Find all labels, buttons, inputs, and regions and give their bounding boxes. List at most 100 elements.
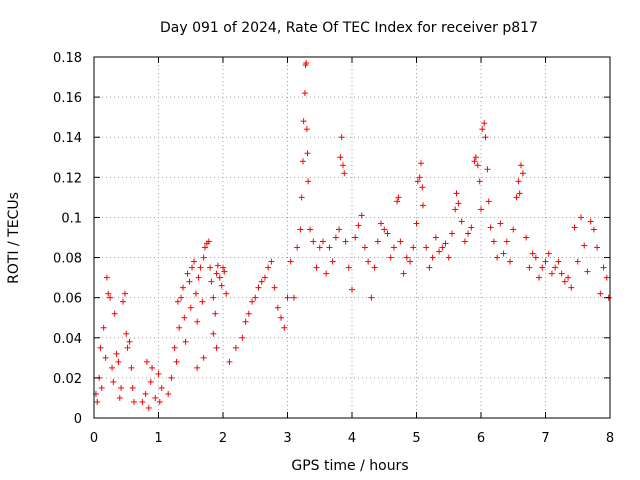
data-point [303, 126, 310, 133]
data-point [342, 238, 349, 245]
x-tick-label: 6 [477, 431, 485, 446]
data-point [394, 198, 401, 205]
data-point [274, 304, 281, 311]
data-point [378, 220, 385, 227]
data-point [258, 278, 265, 285]
data-point [212, 310, 219, 317]
data-point [242, 318, 249, 325]
data-point [180, 284, 187, 291]
y-tick-label: 0.06 [53, 292, 82, 307]
data-point [515, 178, 522, 185]
data-point [103, 274, 110, 281]
data-point [482, 134, 489, 141]
data-point [218, 282, 225, 289]
data-point [597, 290, 604, 297]
data-point [336, 226, 343, 233]
grid-layer [94, 57, 610, 418]
data-point [384, 230, 391, 237]
data-point [390, 244, 397, 251]
data-point [381, 226, 388, 233]
data-point [503, 238, 510, 245]
data-point [548, 270, 555, 277]
data-point [305, 178, 312, 185]
data-point [510, 226, 517, 233]
data-point [171, 344, 178, 351]
data-point [476, 178, 483, 185]
data-point [210, 330, 217, 337]
data-point [403, 254, 410, 261]
data-point [453, 190, 460, 197]
data-point [536, 274, 543, 281]
data-point [113, 350, 120, 357]
data-point [105, 290, 112, 297]
y-tick-label: 0.18 [53, 51, 82, 66]
data-point [436, 248, 443, 255]
data-point [94, 398, 101, 405]
data-point [176, 324, 183, 331]
data-point [298, 194, 305, 201]
data-point [294, 244, 301, 251]
data-point [474, 162, 481, 169]
data-point [490, 238, 497, 245]
data-point [173, 358, 180, 365]
data-point [181, 314, 188, 321]
data-point [281, 324, 288, 331]
data-point [594, 244, 601, 251]
data-point [168, 374, 175, 381]
data-point [458, 218, 465, 225]
data-point [513, 194, 520, 201]
data-point [338, 134, 345, 141]
data-point [426, 264, 433, 271]
data-point [465, 230, 472, 237]
data-point [339, 162, 346, 169]
data-point [442, 240, 449, 247]
data-point [374, 238, 381, 245]
data-point [189, 264, 196, 271]
data-point [120, 298, 127, 305]
data-point [332, 234, 339, 241]
data-point [487, 224, 494, 231]
data-point [300, 118, 307, 125]
y-tick-label: 0.1 [61, 211, 82, 226]
data-point [395, 194, 402, 201]
data-point [423, 244, 430, 251]
data-point [226, 358, 233, 365]
data-point [199, 298, 206, 305]
data-point [307, 226, 314, 233]
data-point [429, 254, 436, 261]
data-point [341, 170, 348, 177]
data-point [239, 334, 246, 341]
data-point [194, 318, 201, 325]
data-point [304, 150, 311, 157]
data-point [349, 286, 355, 293]
data-point [223, 290, 230, 297]
data-point [352, 234, 359, 241]
data-point [284, 294, 291, 301]
data-point [539, 264, 546, 271]
data-point [410, 244, 417, 251]
x-tick-label: 4 [348, 431, 356, 446]
data-point [603, 274, 610, 281]
data-point [516, 190, 523, 197]
data-point [416, 174, 423, 181]
data-point [268, 258, 275, 265]
data-point [200, 254, 207, 261]
data-point [313, 264, 320, 271]
data-point [190, 258, 197, 265]
x-tick-label: 0 [90, 431, 98, 446]
data-point [532, 254, 539, 261]
data-point [316, 244, 323, 251]
data-point [278, 314, 285, 321]
data-point [507, 258, 514, 265]
data-point [452, 206, 459, 213]
data-point [143, 358, 150, 365]
data-point [201, 244, 208, 251]
data-point [494, 254, 501, 261]
y-tick-label: 0.16 [53, 91, 82, 106]
data-point [337, 154, 344, 161]
data-point [216, 274, 223, 281]
data-point [587, 218, 594, 225]
data-point [568, 284, 575, 291]
data-point [368, 294, 375, 301]
data-point [555, 258, 562, 265]
